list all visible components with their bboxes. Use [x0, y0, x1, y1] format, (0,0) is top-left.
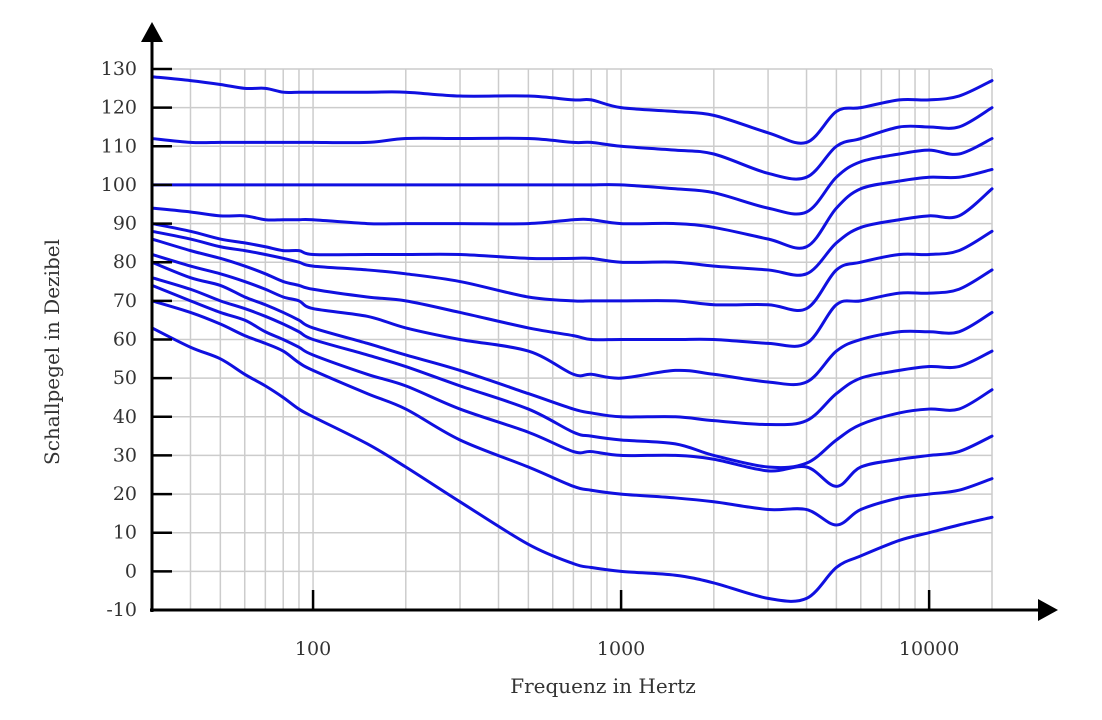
y-tick-label: 50: [113, 367, 137, 389]
series-line-9: [150, 260, 994, 427]
y-tick-label: 80: [113, 251, 137, 273]
x-tick-label: 100: [295, 638, 331, 660]
series-line-5: [150, 187, 994, 277]
y-axis-title: Schallpegel in Dezibel: [40, 239, 64, 465]
y-tick-label: 20: [113, 483, 137, 505]
x-tick-label: 10000: [899, 638, 959, 660]
x-axis-title: Frequenz in Hertz: [510, 674, 696, 698]
series-line-13: [150, 326, 994, 603]
axis-ticks: [152, 67, 931, 612]
series-line-2: [150, 106, 994, 181]
series-line-4: [150, 167, 994, 250]
x-axis-arrowhead: [1038, 599, 1058, 621]
y-tick-label: -10: [106, 599, 137, 621]
axes: [141, 22, 1058, 621]
y-tick-label: 120: [101, 97, 137, 119]
y-tick-label: 70: [113, 290, 137, 312]
series-line-1: [150, 75, 994, 145]
series-line-7: [150, 237, 994, 348]
y-tick-label: 100: [101, 174, 137, 196]
y-tick-label: 90: [113, 213, 137, 235]
y-tick-label: 30: [113, 444, 137, 466]
series-line-10: [150, 276, 994, 470]
y-tick-label: 60: [113, 329, 137, 351]
x-tick-label: 1000: [597, 638, 645, 660]
y-tick-label: 0: [125, 560, 137, 582]
series-line-6: [150, 229, 994, 313]
series-lines: [150, 75, 994, 603]
series-line-3: [150, 137, 994, 216]
y-axis-arrowhead: [141, 22, 163, 42]
y-tick-label: 130: [101, 58, 137, 80]
y-tick-label: 40: [113, 406, 137, 428]
series-line-8: [150, 252, 994, 387]
y-tick-label: 110: [101, 135, 137, 157]
series-line-12: [150, 299, 994, 527]
y-tick-label: 10: [113, 522, 137, 544]
series-line-11: [150, 283, 994, 488]
